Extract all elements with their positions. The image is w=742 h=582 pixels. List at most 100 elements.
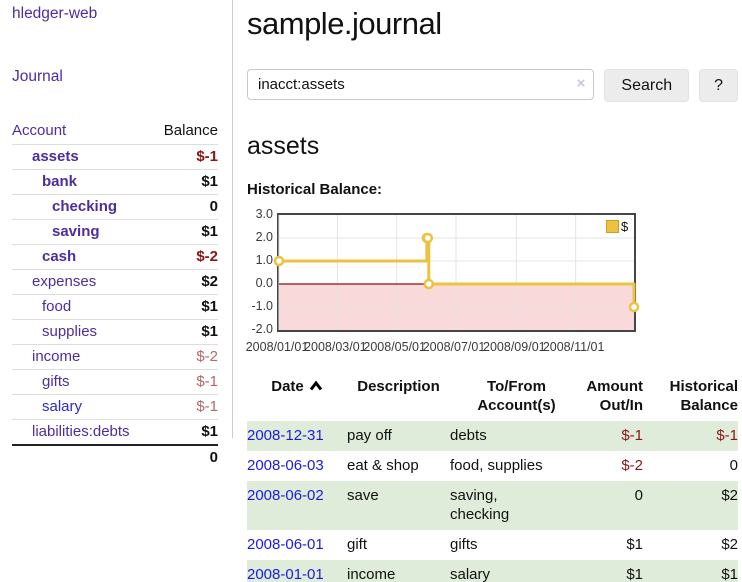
transaction-date-link[interactable]: 2008-06-02: [247, 487, 324, 504]
x-axis-tick-label: 2008/11/01: [542, 340, 605, 354]
account-balance: $-2: [196, 248, 218, 265]
transaction-date-link[interactable]: 2008-06-03: [247, 457, 324, 474]
transaction-accounts: debts: [450, 427, 487, 444]
register-header-label: Historical Balance: [669, 378, 738, 414]
transaction-balance: $2: [721, 487, 738, 504]
accounts-table: Account Balance assets $-1 bank $1 checking 0…: [12, 120, 218, 470]
account-balance: $2: [201, 273, 218, 290]
account-row-income: income $-2: [12, 344, 218, 370]
help-button[interactable]: ?: [699, 69, 738, 102]
legend-label: $: [621, 219, 629, 234]
main-content: sample.journal × Search ? assets Histori…: [246, 0, 738, 582]
x-axis-tick-label: 2008/09/01: [483, 340, 546, 354]
transaction-description: save: [347, 487, 379, 504]
register-row: 2008-06-03 eat & shop food, supplies $-2 0: [247, 451, 738, 481]
transaction-accounts: gifts: [450, 536, 478, 553]
account-balance: $-1: [196, 148, 218, 165]
transaction-amount: $-2: [621, 457, 643, 474]
accounts-header-account: Account: [12, 122, 67, 139]
historical-balance-chart: 3.0 2.0 1.0 0.0 -1.0 -2.0 $2008/01/01 2008/03/0…: [246, 207, 738, 359]
account-heading: assets: [247, 132, 320, 160]
account-balance: $1: [201, 298, 218, 315]
transaction-date-link[interactable]: 2008-06-01: [247, 536, 324, 553]
account-row-saving: saving $1: [12, 219, 218, 245]
register-table: Date Description To/From Account(s) Amount …: [247, 373, 738, 582]
account-link-expenses[interactable]: expenses: [32, 273, 97, 290]
transaction-description: eat & shop: [347, 457, 419, 474]
account-balance: $-1: [196, 373, 218, 390]
transaction-amount: $1: [626, 536, 643, 553]
transaction-description: pay off: [347, 427, 392, 444]
y-axis-tick-label: -2.0: [251, 322, 273, 336]
x-axis-tick-label: 2008/07/01: [422, 340, 486, 354]
account-row-supplies: supplies $1: [12, 319, 218, 345]
account-balance: $-1: [196, 398, 218, 415]
transaction-balance: $1: [721, 566, 738, 582]
legend-swatch-icon: [606, 220, 619, 233]
account-link-supplies[interactable]: supplies: [42, 323, 98, 340]
sidebar: hledger-web Journal Account Balance asse…: [0, 0, 233, 466]
account-link-income[interactable]: income: [32, 348, 81, 365]
account-balance: $1: [201, 173, 218, 190]
account-row-gifts: gifts $-1: [12, 369, 218, 395]
account-link-food[interactable]: food: [42, 298, 72, 315]
nav-journal-link[interactable]: Journal: [12, 68, 63, 85]
sort-ascending-icon: [309, 380, 322, 391]
y-axis-tick-label: 2.0: [255, 230, 273, 244]
transaction-date-link[interactable]: 2008-12-31: [247, 427, 324, 444]
search-button[interactable]: Search: [604, 69, 690, 102]
accounts-total-row: 0: [12, 445, 218, 470]
register-header-bal[interactable]: Historical Balance: [643, 373, 738, 421]
register-row: 2008-01-01 income salary $1 $1: [247, 560, 738, 582]
account-balance: $1: [201, 423, 218, 440]
account-link-salary[interactable]: salary: [42, 398, 83, 415]
transaction-accounts: salary: [450, 566, 491, 582]
transaction-balance: $2: [721, 536, 738, 553]
transaction-date-link[interactable]: 2008-01-01: [247, 566, 324, 582]
account-row-salary: salary $-1: [12, 394, 218, 420]
account-link-gifts[interactable]: gifts: [42, 373, 70, 390]
transaction-amount: $1: [626, 566, 643, 582]
accounts-table-header-row: Account Balance: [12, 120, 218, 145]
account-balance: $1: [201, 323, 218, 340]
register-header-desc[interactable]: Description: [347, 373, 450, 421]
account-balance: $1: [201, 223, 218, 240]
register-row: 2008-12-31 pay off debts $-1 $-1: [247, 421, 738, 451]
account-row-liabilities:debts: liabilities:debts $1: [12, 419, 218, 446]
account-link-liabilities:debts[interactable]: liabilities:debts: [32, 423, 130, 440]
clear-search-icon[interactable]: ×: [576, 75, 586, 92]
accounts-header-balance: Balance: [163, 122, 218, 139]
register-header-label: Description: [357, 378, 440, 395]
account-link-saving[interactable]: saving: [52, 223, 100, 240]
y-axis-tick-label: 0.0: [255, 276, 273, 290]
register-header-row: Date Description To/From Account(s) Amount …: [247, 373, 738, 421]
register-header-label: Date: [271, 378, 304, 395]
x-axis-tick-label: 2008/05/01: [363, 340, 426, 354]
accounts-total-value: 0: [209, 449, 218, 466]
register-header-acct[interactable]: To/From Account(s): [450, 373, 583, 421]
register-header-label: Amount Out/In: [586, 378, 643, 414]
account-row-expenses: expenses $2: [12, 269, 218, 295]
transaction-description: income: [347, 566, 396, 582]
y-axis-tick-label: 1.0: [255, 253, 273, 267]
account-row-cash: cash $-2: [12, 244, 218, 270]
account-link-bank[interactable]: bank: [42, 173, 78, 190]
transaction-balance: 0: [729, 457, 738, 474]
account-balance: $-2: [196, 348, 218, 365]
transaction-balance: $-1: [716, 427, 738, 444]
account-link-checking[interactable]: checking: [52, 198, 118, 215]
account-link-cash[interactable]: cash: [42, 248, 77, 265]
register-row: 2008-06-01 gift gifts $1 $2: [247, 530, 738, 560]
transaction-description: gift: [347, 536, 368, 553]
app-title-link[interactable]: hledger-web: [12, 5, 98, 22]
register-header-date[interactable]: Date: [247, 373, 347, 421]
transaction-amount: 0: [634, 487, 643, 504]
account-balance: 0: [209, 198, 218, 215]
account-link-assets[interactable]: assets: [32, 148, 79, 165]
register-header-amt[interactable]: Amount Out/In: [583, 373, 643, 421]
x-axis-tick-label: 2008/03/01: [304, 340, 367, 354]
x-axis-tick-label: 2008/01/01: [245, 340, 309, 354]
search-input[interactable]: [247, 69, 595, 100]
chart-plot-area: [273, 213, 640, 332]
transaction-accounts: food, supplies: [450, 457, 543, 474]
